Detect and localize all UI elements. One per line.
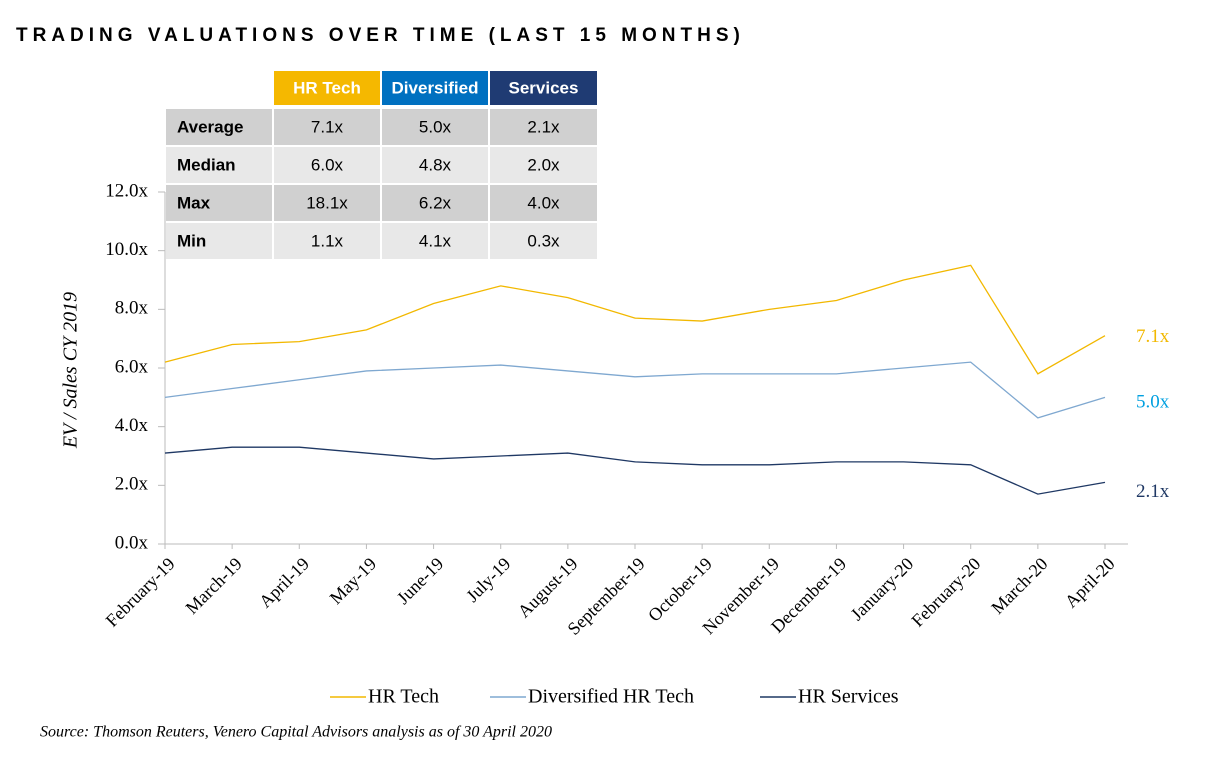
table-cell-text: Min (177, 231, 206, 250)
chart-title: TRADING VALUATIONS OVER TIME (LAST 15 MO… (16, 25, 745, 46)
y-tick-label: 10.0x (105, 239, 148, 260)
table-cell (274, 147, 380, 183)
table-cell-text: Max (177, 193, 211, 212)
table-header-cell (382, 71, 488, 105)
y-tick-label: 12.0x (105, 180, 148, 201)
table-header-text: Diversified (392, 78, 479, 97)
table-cell (490, 109, 597, 145)
table-cell-text: 6.2x (419, 193, 452, 212)
table-cell-text: 4.0x (527, 193, 560, 212)
x-tick-label: May-19 (326, 554, 380, 608)
table-cell (490, 185, 597, 221)
table-cell (274, 109, 380, 145)
legend-label: Diversified HR Tech (528, 686, 694, 708)
table-cell-text: Median (177, 155, 236, 174)
table-cell-text: 2.1x (527, 117, 560, 136)
table-cell-text: 6.0x (311, 155, 344, 174)
line-series (164, 446, 1106, 495)
table-cell (166, 223, 272, 259)
table-cell (382, 185, 488, 221)
end-label: 5.0x (1136, 392, 1170, 413)
table-cell (166, 109, 272, 145)
table-cell (490, 223, 597, 259)
line-series (164, 264, 1106, 375)
table-cell-text: 7.1x (311, 117, 344, 136)
x-tick-label: February-20 (907, 554, 984, 631)
y-axis-label: EV / Sales CY 2019 (60, 292, 82, 449)
table-header-cell (490, 71, 597, 105)
line-series (164, 361, 1106, 419)
table-header-text: Services (509, 78, 579, 97)
table-cell-text: 18.1x (306, 193, 348, 212)
x-tick-label: March-20 (987, 554, 1051, 618)
legend-label: HR Tech (368, 686, 439, 708)
x-tick-label: July-19 (462, 554, 514, 606)
table-cell (274, 185, 380, 221)
x-tick-label: March-19 (182, 554, 246, 618)
x-tick-label: October-19 (644, 554, 716, 626)
table-cell-text: 5.0x (419, 117, 452, 136)
table-cell-text: 1.1x (311, 231, 344, 250)
y-tick-label: 0.0x (115, 532, 149, 553)
x-tick-label: April-20 (1061, 554, 1119, 612)
table-cell-text: 2.0x (527, 155, 560, 174)
table-cell (382, 223, 488, 259)
y-tick-label: 6.0x (115, 356, 149, 377)
table-cell (166, 147, 272, 183)
table-cell (274, 223, 380, 259)
table-cell-text: Average (177, 117, 243, 136)
x-tick-label: June-19 (393, 554, 447, 608)
table-cell (382, 109, 488, 145)
x-tick-label: August-19 (514, 554, 582, 622)
table-cell (382, 147, 488, 183)
y-tick-label: 8.0x (115, 298, 149, 319)
table-header-cell (274, 71, 380, 105)
x-tick-label: April-19 (255, 554, 313, 612)
end-label: 2.1x (1136, 481, 1170, 502)
x-tick-label: February-19 (102, 554, 179, 631)
table-cell (166, 185, 272, 221)
x-tick-label: January-20 (847, 554, 918, 625)
source-note: Source: Thomson Reuters, Venero Capital … (40, 724, 552, 741)
end-label: 7.1x (1136, 326, 1170, 347)
table-header-text: HR Tech (293, 78, 361, 97)
y-tick-label: 4.0x (115, 415, 149, 436)
table-cell-text: 4.1x (419, 231, 452, 250)
table-cell-text: 4.8x (419, 155, 452, 174)
legend-label: HR Services (798, 686, 899, 708)
table-cell-text: 0.3x (527, 231, 560, 250)
y-tick-label: 2.0x (115, 474, 149, 495)
table-cell (490, 147, 597, 183)
